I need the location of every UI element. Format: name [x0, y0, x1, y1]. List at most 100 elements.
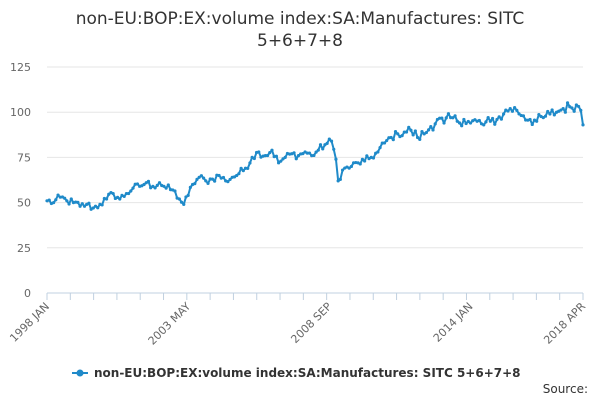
data-point[interactable]: [572, 109, 576, 113]
data-point[interactable]: [78, 204, 82, 208]
data-point[interactable]: [415, 135, 420, 140]
data-point[interactable]: [67, 202, 71, 206]
data-point[interactable]: [501, 112, 506, 116]
data-point[interactable]: [391, 138, 395, 142]
data-point[interactable]: [325, 141, 329, 145]
data-point[interactable]: [142, 182, 146, 187]
data-point[interactable]: [530, 122, 534, 127]
data-point[interactable]: [493, 122, 497, 126]
data-point[interactable]: [177, 197, 181, 201]
data-point[interactable]: [118, 197, 122, 201]
data-point[interactable]: [338, 177, 342, 181]
data-point[interactable]: [371, 156, 376, 160]
data-point[interactable]: [47, 198, 51, 202]
data-point[interactable]: [241, 169, 245, 173]
data-point[interactable]: [404, 130, 409, 134]
data-point[interactable]: [570, 106, 574, 110]
data-point[interactable]: [129, 189, 133, 193]
data-point[interactable]: [265, 153, 270, 158]
data-point[interactable]: [268, 151, 272, 155]
data-point[interactable]: [252, 156, 256, 161]
data-point[interactable]: [182, 202, 186, 207]
data-point[interactable]: [135, 182, 140, 186]
data-point[interactable]: [217, 173, 221, 178]
data-point[interactable]: [199, 174, 203, 178]
data-point[interactable]: [235, 173, 239, 178]
data-point[interactable]: [332, 147, 336, 151]
data-point[interactable]: [340, 168, 345, 172]
data-point[interactable]: [162, 184, 166, 188]
data-point[interactable]: [279, 159, 283, 163]
data-point[interactable]: [316, 148, 320, 152]
data-point[interactable]: [327, 137, 331, 141]
data-point[interactable]: [581, 123, 585, 127]
data-point[interactable]: [579, 108, 583, 112]
data-point[interactable]: [561, 106, 565, 111]
data-point[interactable]: [495, 117, 499, 122]
data-point[interactable]: [396, 132, 400, 136]
data-point[interactable]: [274, 154, 278, 158]
data-point[interactable]: [513, 106, 517, 110]
data-point[interactable]: [111, 191, 115, 196]
data-point[interactable]: [153, 186, 157, 190]
data-point[interactable]: [296, 153, 301, 158]
data-point[interactable]: [444, 116, 448, 120]
data-point[interactable]: [550, 108, 554, 112]
data-point[interactable]: [508, 106, 512, 111]
data-point[interactable]: [409, 128, 413, 132]
data-point[interactable]: [563, 110, 567, 114]
data-point[interactable]: [349, 164, 353, 169]
data-point[interactable]: [477, 118, 481, 123]
data-point[interactable]: [195, 177, 199, 182]
data-point[interactable]: [424, 130, 428, 135]
data-point[interactable]: [510, 109, 515, 113]
data-point[interactable]: [122, 194, 126, 199]
data-point[interactable]: [420, 129, 424, 134]
data-point[interactable]: [193, 182, 197, 186]
data-point[interactable]: [82, 204, 87, 208]
data-point[interactable]: [347, 166, 351, 170]
data-point[interactable]: [429, 125, 433, 129]
data-point[interactable]: [301, 151, 305, 156]
data-point[interactable]: [146, 179, 151, 183]
data-point[interactable]: [464, 121, 468, 126]
data-point[interactable]: [186, 193, 190, 197]
data-point[interactable]: [164, 186, 168, 190]
data-point[interactable]: [576, 104, 581, 109]
data-point[interactable]: [376, 150, 380, 154]
data-point[interactable]: [462, 117, 466, 122]
data-point[interactable]: [321, 147, 325, 151]
data-point[interactable]: [537, 113, 541, 117]
data-point[interactable]: [499, 117, 503, 121]
data-point[interactable]: [548, 112, 552, 116]
data-point[interactable]: [363, 159, 367, 163]
data-point[interactable]: [65, 199, 69, 203]
data-point[interactable]: [482, 123, 486, 127]
data-point[interactable]: [442, 121, 446, 125]
data-point[interactable]: [237, 172, 241, 176]
data-point[interactable]: [468, 121, 473, 125]
data-point[interactable]: [206, 181, 210, 185]
data-point[interactable]: [270, 148, 274, 152]
data-point[interactable]: [528, 117, 532, 122]
data-point[interactable]: [400, 134, 404, 138]
data-point[interactable]: [63, 196, 67, 200]
data-point[interactable]: [157, 181, 162, 185]
data-point[interactable]: [427, 128, 431, 132]
data-point[interactable]: [179, 200, 184, 204]
data-point[interactable]: [155, 183, 159, 187]
data-point[interactable]: [460, 124, 464, 128]
data-point[interactable]: [517, 112, 521, 116]
data-point[interactable]: [521, 114, 526, 118]
data-point[interactable]: [515, 108, 519, 112]
data-point[interactable]: [418, 137, 422, 141]
data-point[interactable]: [535, 119, 539, 123]
data-point[interactable]: [277, 161, 281, 165]
data-point[interactable]: [431, 128, 435, 132]
data-point[interactable]: [239, 166, 243, 170]
data-point[interactable]: [389, 135, 393, 140]
data-point[interactable]: [336, 179, 340, 183]
data-point[interactable]: [446, 112, 451, 116]
data-point[interactable]: [433, 122, 437, 126]
data-point[interactable]: [213, 179, 217, 183]
